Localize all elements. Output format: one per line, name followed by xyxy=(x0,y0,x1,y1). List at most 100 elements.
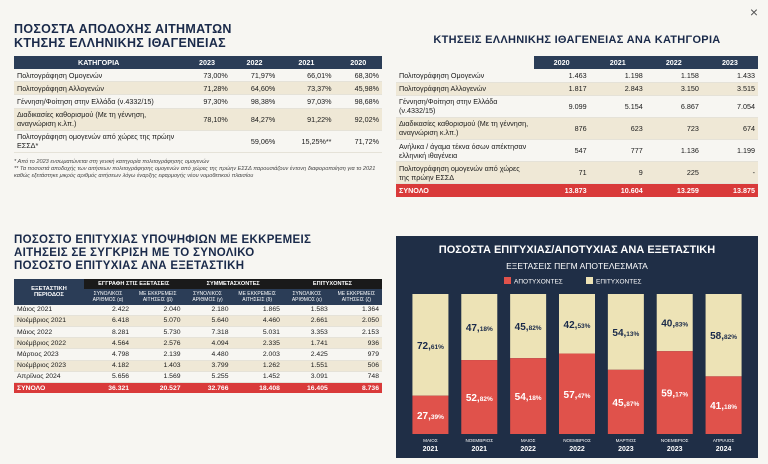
acceptance-panel: ΠΟΣΟΣΤΑ ΑΠΟΔΟΧΗΣ ΑΙΤΗΜΑΤΩΝ ΚΤΗΣΗΣ ΕΛΛΗΝΙ… xyxy=(14,22,382,181)
bar-failed xyxy=(461,360,498,434)
data-label-failed: 45,87% xyxy=(612,398,639,409)
cell: 9.099 xyxy=(533,95,590,118)
success-table: ΕΞΕΤΑΣΤΙΚΗ ΠΕΡΙΟΔΟΣ ΕΓΓΡΑΦΗ ΣΤΙΣ ΕΞΕΤΑΣΕ… xyxy=(14,278,382,394)
bar-passed xyxy=(510,294,547,359)
cell: 32.766 xyxy=(183,382,232,394)
cell: 1.569 xyxy=(132,371,184,383)
cell: 2.422 xyxy=(83,304,133,316)
sub-header: ΜΕ ΕΚΚΡΕΜΕΙΣ ΑΙΤΗΣΕΙΣ (ζ) xyxy=(330,288,382,305)
cell: 3.091 xyxy=(282,371,331,383)
cell: 36.321 xyxy=(83,382,133,394)
cell: 2.153 xyxy=(330,326,382,339)
cell: 45,98% xyxy=(334,81,382,96)
cell: 10.604 xyxy=(589,183,646,197)
data-label-failed: 41,18% xyxy=(710,401,737,412)
bar-failed xyxy=(656,351,693,434)
cell: 3.515 xyxy=(701,82,758,96)
tick-label-month: ΑΠΡΙΛΙΟΣ xyxy=(713,438,735,443)
cell: 2.139 xyxy=(132,348,184,361)
cell: 8.281 xyxy=(83,326,133,339)
acceptance-header: 2022 xyxy=(230,56,279,69)
tick-label-month: ΜΑΡΤΙΟΣ xyxy=(616,438,637,443)
cell: 2.335 xyxy=(231,337,283,350)
sub-header: ΣΥΝΟΛΙΚΟΣ ΑΡΙΘΜΟΣ (γ) xyxy=(183,288,232,305)
cell xyxy=(183,130,231,153)
row-label: Διαδικασίες καθορισμού (Με τη γέννηση, α… xyxy=(396,117,534,141)
tick-label-year: 2021 xyxy=(471,446,487,453)
success-title-line1: ΠΟΣΟΣΤΟ ΕΠΙΤΥΧΙΑΣ ΥΠΟΨΗΦΙΩΝ ΜΕ ΕΚΚΡΕΜΕΙΣ xyxy=(14,234,312,246)
table-row: Πολιτογράφηση Αλλογενών 1.817 2.843 3.15… xyxy=(396,82,758,96)
cell: 9 xyxy=(589,161,646,185)
cell: 71,72% xyxy=(334,130,382,153)
tick-label-year: 2023 xyxy=(618,446,634,453)
cell: 4.460 xyxy=(231,315,283,328)
cell: 97,03% xyxy=(278,94,335,109)
cell: 547 xyxy=(533,139,590,163)
cell: 6.867 xyxy=(645,95,702,118)
cell: 4.182 xyxy=(83,360,133,372)
cell: 4.798 xyxy=(83,348,133,361)
categories-header: 2023 xyxy=(701,56,758,70)
acceptance-header: 2021 xyxy=(278,56,335,69)
cell: 2.050 xyxy=(330,315,382,328)
table-row: Πολιτογράφηση Ομογενών 73,00% 71,97% 66,… xyxy=(14,69,382,83)
cell: 4.094 xyxy=(183,337,232,350)
row-label: Πολιτογράφηση Ομογενών xyxy=(396,69,534,83)
cell: 876 xyxy=(533,117,590,141)
cell: 8.736 xyxy=(330,382,382,394)
cell: 2.661 xyxy=(282,315,331,328)
tick-label-month: ΝΟΕΜΒΡΙΟΣ xyxy=(465,438,493,443)
data-label-failed: 59,17% xyxy=(661,389,688,400)
data-label-passed: 45,82% xyxy=(515,322,542,333)
cell: 71,97% xyxy=(230,69,279,83)
cell: 3.353 xyxy=(282,326,331,339)
cell: 2.180 xyxy=(183,304,232,316)
cell: 936 xyxy=(330,337,382,350)
cell: 979 xyxy=(330,348,382,361)
cell: 20.527 xyxy=(132,382,184,394)
data-label-passed: 58,82% xyxy=(710,331,737,342)
acceptance-header: 2020 xyxy=(334,56,382,69)
tick-label-year: 2022 xyxy=(569,446,585,453)
cell: 506 xyxy=(330,360,382,372)
bar-passed xyxy=(461,294,498,361)
cell: 92,02% xyxy=(334,108,382,131)
categories-title: ΚΤΗΣΕΙΣ ΕΛΛΗΝΙΚΗΣ ΙΘΑΓΕΝΕΙΑΣ ΑΝΑ ΚΑΤΗΓΟΡ… xyxy=(433,34,721,46)
tick-label-year: 2021 xyxy=(423,446,439,453)
categories-panel: ΚΤΗΣΕΙΣ ΕΛΛΗΝΙΚΗΣ ΙΘΑΓΕΝΕΙΑΣ ΑΝΑ ΚΑΤΗΓΟΡ… xyxy=(396,34,758,197)
row-label: Νοέμβριος 2022 xyxy=(14,337,84,350)
data-label-passed: 40,83% xyxy=(661,319,688,330)
cell: 2.003 xyxy=(231,348,283,361)
cell: 1.136 xyxy=(645,139,702,163)
sub-header: ΣΥΝΟΛΙΚΟΣ ΑΡΙΘΜΟΣ (α) xyxy=(83,288,133,305)
close-icon[interactable]: × xyxy=(749,4,759,20)
cell: 2.576 xyxy=(132,337,184,350)
table-row: Νοέμβριος 2021 6.418 5.070 5.640 4.460 2… xyxy=(14,315,382,328)
cell: 71,28% xyxy=(183,81,231,96)
categories-header: 2021 xyxy=(589,56,646,70)
cell: 1.199 xyxy=(701,139,758,163)
cell: 73,00% xyxy=(183,69,231,83)
tick-label-month: ΝΟΕΜΒΡΙΟΣ xyxy=(661,438,689,443)
cell: 13.259 xyxy=(645,183,702,197)
tick-label-year: 2022 xyxy=(520,446,536,453)
bar-passed xyxy=(705,294,742,377)
total-label: ΣΥΝΟΛΟ xyxy=(14,382,84,394)
table-row: Νοέμβριος 2023 4.182 1.403 3.799 1.262 1… xyxy=(14,360,382,372)
data-label-failed: 57,47% xyxy=(564,390,591,401)
cell: 7.054 xyxy=(701,95,758,118)
categories-header xyxy=(396,56,534,70)
cell: 4.564 xyxy=(83,337,133,350)
cell: 1.403 xyxy=(132,360,184,372)
row-label: Πολιτογράφηση Αλλογενών xyxy=(396,82,534,96)
cell: 2.425 xyxy=(282,348,331,361)
cell: 2.843 xyxy=(589,82,646,96)
chart-title: ΠΟΣΟΣΤΑ ΕΠΙΤΥΧΙΑΣ/ΑΠΟΤΥΧΙΑΣ ΑΝΑ ΕΞΕΤΑΣΤΙ… xyxy=(439,244,715,256)
cell: 97,30% xyxy=(183,94,231,109)
row-label: Γέννηση/Φοίτηση στην Ελλάδα (ν.4332/15) xyxy=(396,95,534,118)
data-label-failed: 54,18% xyxy=(515,392,542,403)
cell: 4.480 xyxy=(183,348,232,361)
table-row: Γέννηση/Φοίτηση στην Ελλάδα (ν.4332/15) … xyxy=(396,95,758,118)
table-row: Διαδικασίες καθορισμού (Με τη γέννηση, α… xyxy=(396,117,758,141)
acceptance-table: ΚΑΤΗΓΟΡΙΑ 2023 2022 2021 2020 Πολιτογράφ… xyxy=(14,56,382,153)
